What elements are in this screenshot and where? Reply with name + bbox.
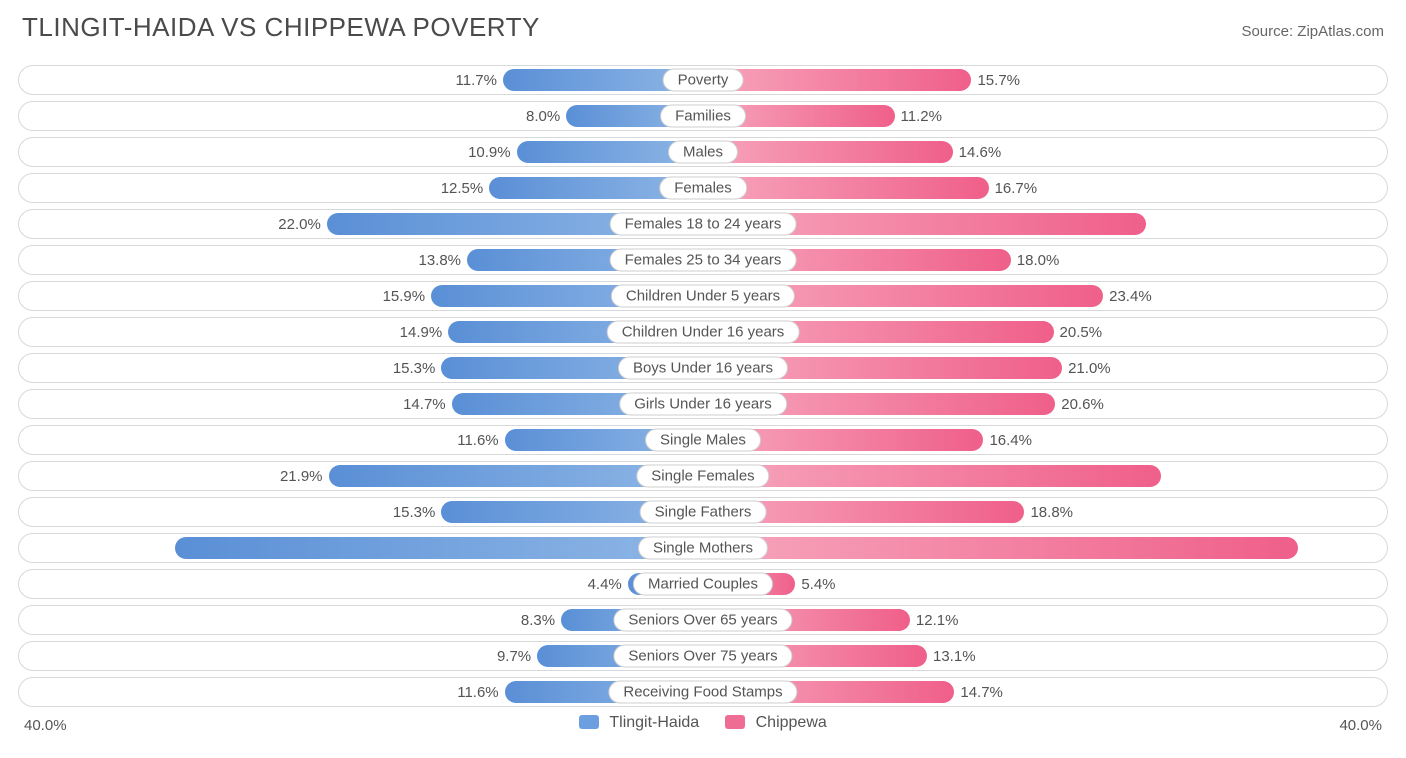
diverging-bar-chart: 11.7%15.7%Poverty8.0%11.2%Families10.9%1…	[18, 65, 1388, 707]
legend-item-left: Tlingit-Haida	[579, 714, 699, 732]
bar-right	[703, 465, 1161, 487]
legend-swatch-left	[579, 715, 599, 729]
value-left: 13.8%	[418, 246, 467, 274]
chart-row: 22.0%25.9%Females 18 to 24 years	[18, 209, 1388, 239]
value-left: 11.6%	[457, 678, 504, 706]
chart-row: 8.0% 11.2% Families	[18, 101, 1388, 131]
legend-swatch-right	[725, 715, 745, 729]
value-right: 20.5%	[1054, 318, 1103, 346]
value-left: 14.7%	[403, 390, 452, 418]
value-left: 15.3%	[393, 354, 442, 382]
value-left: 11.6%	[457, 426, 504, 454]
category-label: Married Couples	[633, 573, 773, 596]
chart-source: Source: ZipAtlas.com	[1241, 23, 1384, 40]
chart-row: 12.5% 16.7% Females	[18, 173, 1388, 203]
category-label: Single Females	[636, 465, 769, 488]
value-left: 12.5%	[441, 174, 490, 202]
category-label: Single Mothers	[638, 537, 768, 560]
chart-row: 11.7% 15.7% Poverty	[18, 65, 1388, 95]
chart-row: 15.3% 21.0% Boys Under 16 years	[18, 353, 1388, 383]
axis-max-left: 40.0%	[24, 717, 67, 734]
value-right: 21.0%	[1062, 354, 1111, 382]
value-left: 8.3%	[521, 606, 561, 634]
value-left: 15.3%	[393, 498, 442, 526]
legend-item-right: Chippewa	[725, 714, 827, 732]
chart-row: 11.6% 14.7% Receiving Food Stamps	[18, 677, 1388, 707]
legend-label-right: Chippewa	[756, 714, 827, 731]
value-right: 15.7%	[971, 66, 1020, 94]
bar-right	[703, 141, 953, 163]
chart-row: 14.9% 20.5% Children Under 16 years	[18, 317, 1388, 347]
bar-left	[175, 537, 703, 559]
category-label: Females	[659, 177, 747, 200]
value-left: 11.7%	[456, 66, 503, 94]
legend-label-left: Tlingit-Haida	[609, 714, 699, 731]
value-right: 23.4%	[1103, 282, 1152, 310]
category-label: Males	[668, 141, 738, 164]
category-label: Children Under 5 years	[611, 285, 795, 308]
chart-row: 14.7% 20.6% Girls Under 16 years	[18, 389, 1388, 419]
value-right: 18.8%	[1024, 498, 1073, 526]
value-right: 18.0%	[1011, 246, 1060, 274]
value-right: 11.2%	[895, 102, 942, 130]
chart-row: 21.9%26.8%Single Females	[18, 461, 1388, 491]
chart-row: 15.9% 23.4% Children Under 5 years	[18, 281, 1388, 311]
category-label: Children Under 16 years	[607, 321, 800, 344]
value-right: 16.7%	[989, 174, 1038, 202]
chart-row: 30.9%34.8%Single Mothers	[18, 533, 1388, 563]
legend: Tlingit-Haida Chippewa	[18, 714, 1388, 732]
value-left: 8.0%	[526, 102, 566, 130]
value-left: 9.7%	[497, 642, 537, 670]
chart-title: TLINGIT-HAIDA VS CHIPPEWA POVERTY	[22, 12, 540, 43]
chart-row: 9.7% 13.1% Seniors Over 75 years	[18, 641, 1388, 671]
value-left: 4.4%	[588, 570, 628, 598]
category-label: Girls Under 16 years	[619, 393, 787, 416]
value-right: 16.4%	[983, 426, 1032, 454]
value-right: 12.1%	[910, 606, 959, 634]
category-label: Seniors Over 65 years	[613, 609, 792, 632]
value-left: 22.0%	[278, 210, 327, 238]
category-label: Families	[660, 105, 746, 128]
value-right: 14.7%	[954, 678, 1003, 706]
category-label: Single Males	[645, 429, 761, 452]
value-right: 14.6%	[953, 138, 1002, 166]
value-left: 10.9%	[468, 138, 517, 166]
chart-row: 13.8% 18.0% Females 25 to 34 years	[18, 245, 1388, 275]
bar-right	[703, 537, 1298, 559]
value-left: 14.9%	[400, 318, 449, 346]
value-right: 20.6%	[1055, 390, 1104, 418]
category-label: Single Fathers	[640, 501, 767, 524]
chart-row: 8.3% 12.1% Seniors Over 65 years	[18, 605, 1388, 635]
value-right: 13.1%	[927, 642, 976, 670]
axis-max-right: 40.0%	[1339, 717, 1382, 734]
value-left: 15.9%	[383, 282, 432, 310]
category-label: Boys Under 16 years	[618, 357, 788, 380]
chart-row: 11.6% 16.4% Single Males	[18, 425, 1388, 455]
category-label: Females 25 to 34 years	[610, 249, 797, 272]
chart-row: 10.9% 14.6% Males	[18, 137, 1388, 167]
category-label: Seniors Over 75 years	[613, 645, 792, 668]
category-label: Females 18 to 24 years	[610, 213, 797, 236]
chart-row: 4.4% 5.4% Married Couples	[18, 569, 1388, 599]
value-right: 5.4%	[795, 570, 835, 598]
category-label: Receiving Food Stamps	[608, 681, 797, 704]
category-label: Poverty	[663, 69, 744, 92]
value-left: 21.9%	[280, 462, 329, 490]
chart-header: TLINGIT-HAIDA VS CHIPPEWA POVERTY Source…	[18, 12, 1388, 43]
chart-row: 15.3% 18.8% Single Fathers	[18, 497, 1388, 527]
